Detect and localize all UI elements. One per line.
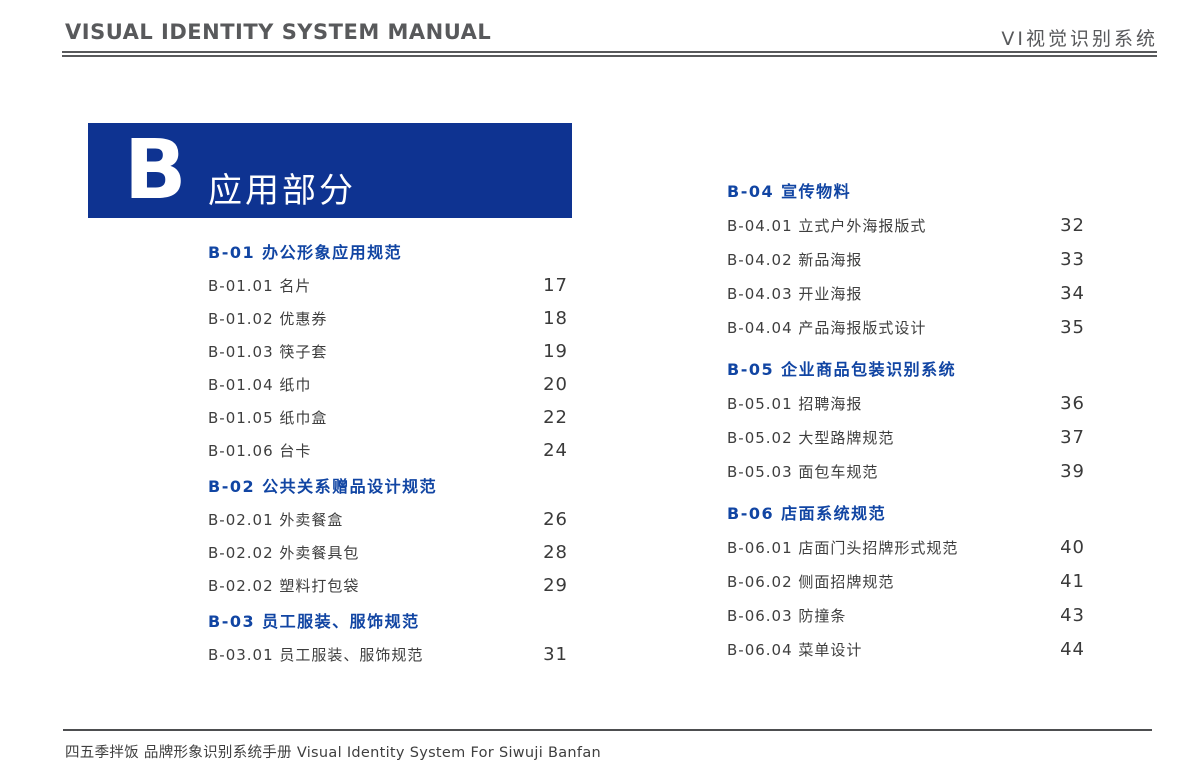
toc-item: B-03.01 员工服装、服饰规范 31: [208, 638, 568, 671]
toc-item: B-02.01 外卖餐盒 26: [208, 503, 568, 536]
toc-item-label: B-05.03 面包车规范: [727, 462, 879, 481]
toc-item-label: B-05.01 招聘海报: [727, 394, 863, 413]
toc-item-label: B-01.01 名片: [208, 277, 312, 295]
toc-item: B-04.03 开业海报 34: [727, 276, 1085, 310]
toc-item: B-05.01 招聘海报 36: [727, 386, 1085, 420]
toc-item-label: B-04.03 开业海报: [727, 284, 863, 303]
toc-item: B-01.06 台卡 24: [208, 434, 568, 467]
toc-item: B-06.03 防撞条 43: [727, 598, 1085, 632]
toc-item: B-04.02 新品海报 33: [727, 242, 1085, 276]
toc-item-page-number: 35: [1060, 316, 1085, 338]
toc-column-right: B-04 宣传物料 B-04.01 立式户外海报版式 32 B-04.02 新品海报 3…: [727, 176, 1085, 676]
header-title-en: VISUAL IDENTITY SYSTEM MANUAL: [65, 20, 492, 44]
toc-item-page-number: 18: [543, 308, 568, 329]
toc-section: B-06 店面系统规范 B-06.01 店面门头招牌形式规范 40 B-06.02 侧…: [727, 498, 1085, 666]
toc-item: B-05.02 大型路牌规范 37: [727, 420, 1085, 454]
toc-item-page-number: 31: [543, 644, 568, 665]
toc-item: B-01.02 优惠券 18: [208, 302, 568, 335]
toc-item: B-02.02 外卖餐具包 28: [208, 536, 568, 569]
toc-item-page-number: 22: [543, 407, 568, 428]
toc-item-label: B-02.02 塑料打包袋: [208, 577, 360, 595]
toc-section-heading: B-01 办公形象应用规范: [208, 243, 403, 262]
toc-item-label: B-04.01 立式户外海报版式: [727, 216, 927, 235]
toc-item-label: B-06.03 防撞条: [727, 606, 847, 625]
section-banner-letter: B: [124, 123, 187, 218]
toc-item-label: B-01.05 纸巾盒: [208, 409, 328, 427]
toc-item: B-01.03 筷子套 19: [208, 335, 568, 368]
footer-rule: [63, 729, 1152, 731]
toc-item-page-number: 33: [1060, 248, 1085, 270]
toc-item-label: B-02.02 外卖餐具包: [208, 544, 360, 562]
toc-section-heading: B-06 店面系统规范: [727, 504, 887, 523]
header-double-rule: [62, 51, 1157, 57]
toc-item-page-number: 20: [543, 374, 568, 395]
toc-item-page-number: 26: [543, 509, 568, 530]
toc-item-label: B-01.02 优惠券: [208, 310, 328, 328]
toc-item-label: B-06.01 店面门头招牌形式规范: [727, 538, 959, 557]
section-banner-title: 应用部分: [208, 171, 356, 211]
toc-section: B-04 宣传物料 B-04.01 立式户外海报版式 32 B-04.02 新品海报 3…: [727, 176, 1085, 344]
toc-item: B-01.05 纸巾盒 22: [208, 401, 568, 434]
toc-section-heading: B-04 宣传物料: [727, 182, 852, 201]
toc-item-page-number: 29: [543, 575, 568, 596]
toc-item-label: B-01.03 筷子套: [208, 343, 328, 361]
toc-item-page-number: 39: [1060, 460, 1085, 482]
toc-item-page-number: 41: [1060, 570, 1085, 592]
toc-column-left: B-01 办公形象应用规范 B-01.01 名片 17 B-01.02 优惠券 18 B-…: [208, 237, 568, 675]
toc-item-label: B-06.04 菜单设计: [727, 640, 863, 659]
toc-section: B-03 员工服装、服饰规范 B-03.01 员工服装、服饰规范 31: [208, 606, 568, 671]
toc-item: B-04.01 立式户外海报版式 32: [727, 208, 1085, 242]
toc-item: B-06.01 店面门头招牌形式规范 40: [727, 530, 1085, 564]
toc-item-label: B-01.04 纸巾: [208, 376, 312, 394]
header-title-zh: VI视觉识别系统: [1001, 28, 1158, 50]
toc-item-page-number: 17: [543, 275, 568, 296]
toc-item-page-number: 34: [1060, 282, 1085, 304]
toc-item-page-number: 19: [543, 341, 568, 362]
toc-item-label: B-02.01 外卖餐盒: [208, 511, 344, 529]
toc-item-page-number: 32: [1060, 214, 1085, 236]
toc-item-label: B-06.02 侧面招牌规范: [727, 572, 895, 591]
toc-section: B-01 办公形象应用规范 B-01.01 名片 17 B-01.02 优惠券 18 B-…: [208, 237, 568, 467]
toc-section-heading: B-02 公共关系赠品设计规范: [208, 477, 438, 496]
toc-section-heading: B-03 员工服装、服饰规范: [208, 612, 420, 631]
toc-item: B-01.04 纸巾 20: [208, 368, 568, 401]
toc-item: B-02.02 塑料打包袋 29: [208, 569, 568, 602]
toc-item-page-number: 44: [1060, 638, 1085, 660]
section-banner: B 应用部分: [88, 123, 572, 218]
toc-item-page-number: 28: [543, 542, 568, 563]
toc-item-page-number: 24: [543, 440, 568, 461]
toc-item: B-01.01 名片 17: [208, 269, 568, 302]
toc-item-page-number: 37: [1060, 426, 1085, 448]
toc-item: B-06.04 菜单设计 44: [727, 632, 1085, 666]
toc-item-label: B-03.01 员工服装、服饰规范: [208, 646, 424, 664]
toc-item: B-04.04 产品海报版式设计 35: [727, 310, 1085, 344]
toc-item-page-number: 43: [1060, 604, 1085, 626]
toc-item: B-05.03 面包车规范 39: [727, 454, 1085, 488]
footer-text: 四五季拌饭 品牌形象识别系统手册 Visual Identity System …: [65, 745, 601, 761]
toc-item-page-number: 36: [1060, 392, 1085, 414]
toc-section: B-02 公共关系赠品设计规范 B-02.01 外卖餐盒 26 B-02.02 外卖餐…: [208, 471, 568, 602]
toc-section-heading: B-05 企业商品包装识别系统: [727, 360, 957, 379]
toc-item-label: B-01.06 台卡: [208, 442, 312, 460]
toc-item: B-06.02 侧面招牌规范 41: [727, 564, 1085, 598]
toc-item-label: B-04.04 产品海报版式设计: [727, 318, 927, 337]
toc-item-page-number: 40: [1060, 536, 1085, 558]
toc-item-label: B-04.02 新品海报: [727, 250, 863, 269]
toc-section: B-05 企业商品包装识别系统 B-05.01 招聘海报 36 B-05.02 大型路…: [727, 354, 1085, 488]
toc-item-label: B-05.02 大型路牌规范: [727, 428, 895, 447]
